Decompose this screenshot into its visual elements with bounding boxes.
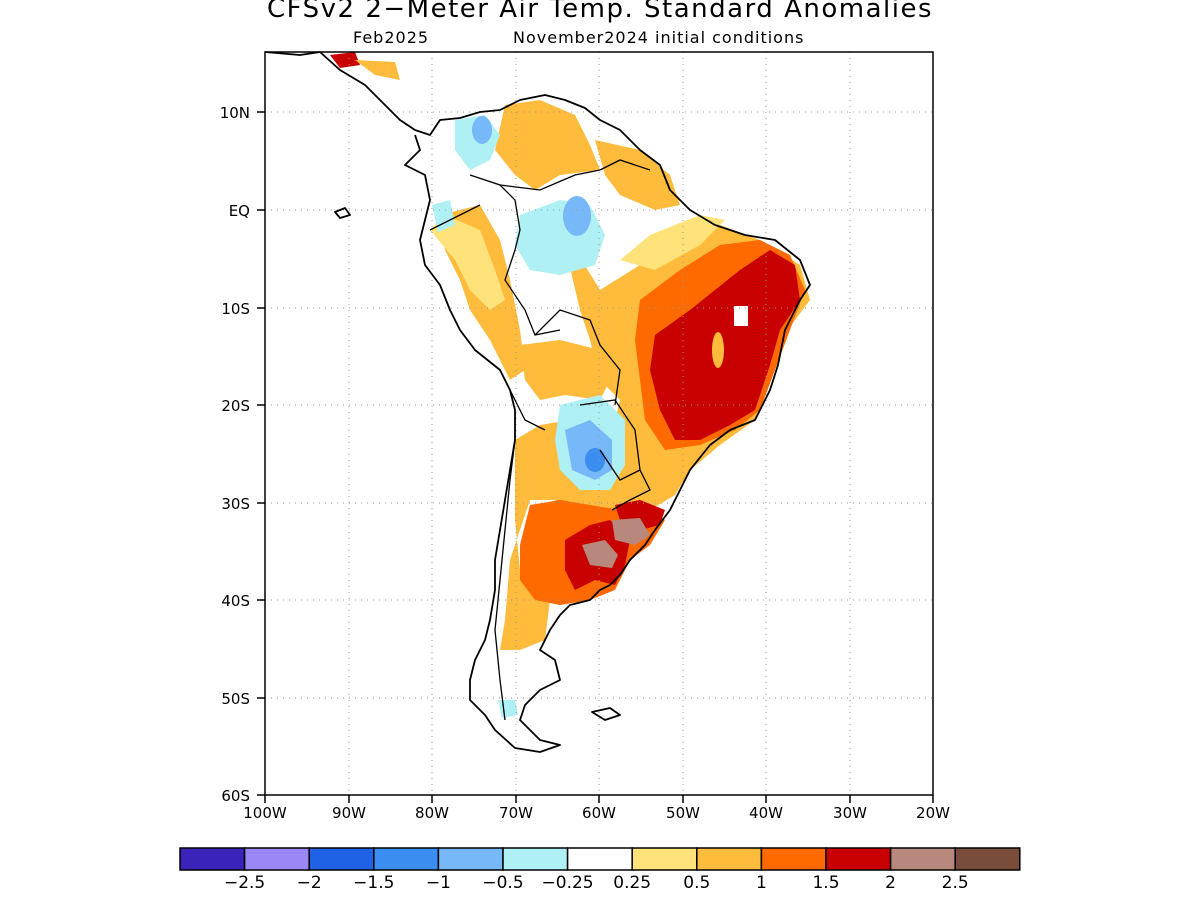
galapagos-coastline xyxy=(334,207,351,219)
initial-conditions: November2024 initial conditions xyxy=(513,28,805,47)
lon-label-2: 80W xyxy=(415,804,449,822)
colorbar: −2.5 −2 −1.5 −1 −0.5 −0.25 0.25 0.5 1 1.5 2 2.5 xyxy=(179,847,1021,893)
colorbar-swatch xyxy=(696,847,763,871)
lon-label-0: 100W xyxy=(243,804,287,822)
border-bolivia-brazil xyxy=(534,309,621,406)
anomaly-region-blue-colombia xyxy=(472,116,492,144)
chart-title: CFSv2 2−Meter Air Temp. Standard Anomali… xyxy=(266,0,933,24)
anomaly-region-red-central-america xyxy=(330,52,360,68)
border-ecuador-peru xyxy=(429,204,481,231)
lat-label-2: 10S xyxy=(221,300,250,318)
coastlines xyxy=(264,51,811,753)
anomaly-region-orange-guianas xyxy=(595,140,680,210)
latitude-labels: 10N EQ 10S 20S 30S 40S 50S 60S xyxy=(220,104,250,805)
colorbar-swatch xyxy=(889,847,956,871)
anomaly-region-yellow-east xyxy=(620,215,725,270)
border-paraguay xyxy=(579,399,641,481)
anomaly-region-cyan-amazon xyxy=(515,200,605,275)
lat-label-6: 50S xyxy=(221,690,250,708)
border-bolivia-chile xyxy=(509,389,546,431)
anomaly-region-orange-spot xyxy=(712,332,724,368)
colorbar-swatch xyxy=(502,847,569,871)
colorbar-label: 2 xyxy=(885,873,896,893)
colorbar-label: 0.5 xyxy=(683,873,710,893)
colorbar-label: 0.25 xyxy=(613,873,651,893)
colorbar-swatch xyxy=(437,847,504,871)
lat-label-3: 20S xyxy=(221,397,250,415)
anomaly-region-darkblue-paraguay xyxy=(585,448,605,472)
axis-ticks xyxy=(257,111,934,803)
south-america-coastline xyxy=(319,51,811,753)
central-america-coastline xyxy=(264,51,321,56)
colorbar-swatch xyxy=(760,847,827,871)
anomaly-region-blue-amazon xyxy=(563,196,591,236)
border-guianas xyxy=(599,159,651,171)
colorbar-swatch xyxy=(373,847,440,871)
colorbar-swatch xyxy=(825,847,892,871)
longitude-labels: 100W 90W 80W 70W 60W 50W 40W 30W 20W xyxy=(243,804,950,822)
anomaly-region-orange-bolivia xyxy=(520,340,610,400)
colorbar-label: 2.5 xyxy=(942,873,969,893)
lat-label-4: 30S xyxy=(221,495,250,513)
border-argentina-chile xyxy=(494,439,516,721)
border-peru-brazil xyxy=(504,249,561,336)
anomaly-shading xyxy=(330,52,810,718)
anomaly-region-cyan-ecuador xyxy=(432,200,455,232)
anomaly-region-cyan-patagonia xyxy=(498,700,518,718)
lat-label-5: 40S xyxy=(221,592,250,610)
falklands-coastline xyxy=(591,707,621,721)
colorbar-label: 1 xyxy=(756,873,767,893)
colorbar-swatch xyxy=(308,847,375,871)
border-argentina-brazil xyxy=(611,469,651,511)
lat-label-1: EQ xyxy=(229,202,250,220)
colorbar-swatch xyxy=(631,847,698,871)
colorbar-swatch xyxy=(954,847,1021,871)
anomaly-region-yellow-peru xyxy=(430,215,505,310)
anomaly-region-brown-argentina xyxy=(582,540,618,568)
lat-label-0: 10N xyxy=(220,104,250,122)
border-venezuela-brazil xyxy=(499,169,601,191)
lon-label-7: 30W xyxy=(833,804,867,822)
colorbar-label: −1 xyxy=(426,873,451,893)
colorbar-swatch xyxy=(179,847,246,871)
country-borders xyxy=(429,159,651,721)
lon-label-5: 50W xyxy=(666,804,700,822)
lat-label-7: 60S xyxy=(221,787,250,805)
colorbar-label: −0.5 xyxy=(482,873,523,893)
colorbar-swatch xyxy=(243,847,310,871)
lon-label-3: 70W xyxy=(499,804,533,822)
colorbar-label: −1.5 xyxy=(353,873,394,893)
lon-label-1: 90W xyxy=(332,804,366,822)
lon-label-6: 40W xyxy=(749,804,783,822)
colorbar-label: −0.25 xyxy=(542,873,594,893)
lon-label-4: 60W xyxy=(582,804,616,822)
anomaly-region-orange-north xyxy=(495,100,600,190)
colorbar-label: −2 xyxy=(297,873,322,893)
lon-label-8: 20W xyxy=(916,804,950,822)
colorbar-label: 1.5 xyxy=(812,873,839,893)
anomaly-region-orange-central-america xyxy=(355,60,400,80)
anomaly-region-brown-uruguay xyxy=(612,518,650,545)
colorbar-swatch xyxy=(566,847,633,871)
colorbar-label: −2.5 xyxy=(224,873,265,893)
anomaly-gap-white xyxy=(734,306,748,326)
border-colombia-brazil xyxy=(469,174,521,251)
forecast-month: Feb2025 xyxy=(353,28,430,47)
anomaly-region-red-brazil xyxy=(650,250,800,440)
